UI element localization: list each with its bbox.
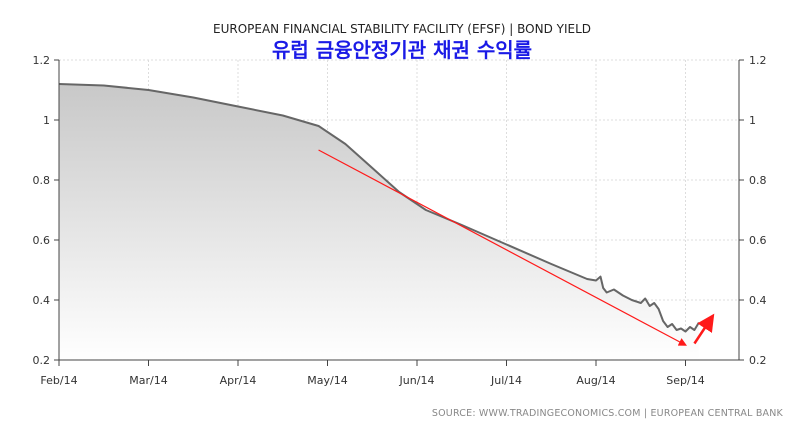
y-axis-left-labels: 0.2 0.4 0.6 0.8 1 1.2 [33,54,51,367]
series-line [58,83,700,333]
x-tick-label: Sep/14 [666,374,704,387]
x-tick-label: Aug/14 [576,374,615,387]
source-note: SOURCE: WWW.TRADINGECONOMICS.COM | EUROP… [432,408,784,419]
trend-arrows [318,149,715,346]
y-tick-label-left: 0.2 [33,354,51,367]
y-tick-label-right: 0.6 [749,234,767,247]
y-tick-label-left: 1 [43,114,50,127]
x-tick-label: Jun/14 [399,374,435,387]
x-tick-label: Jul/14 [490,374,522,387]
trend-arrow [693,313,715,345]
x-axis-labels: Feb/14 Mar/14 Apr/14 May/14 Jun/14 Jul/14 Aug/… [40,374,704,387]
y-tick-label-left: 0.6 [33,234,51,247]
area-fill [59,84,699,360]
y-tick-label-left: 0.4 [33,294,51,307]
x-tick-label: Feb/14 [40,374,77,387]
trend-arrow [318,149,687,346]
axes [54,59,744,366]
x-tick-label: Mar/14 [129,374,167,387]
plot-area [58,83,700,360]
korean-overlay-title: 유럽 금융안정기관 채권 수익률 [272,38,532,62]
y-tick-label-right: 0.2 [749,354,767,367]
y-tick-label-right: 0.4 [749,294,767,307]
x-tick-label: Apr/14 [220,374,257,387]
x-tick-label: May/14 [307,374,347,387]
y-tick-label-left: 0.8 [33,174,51,187]
chart-title: EUROPEAN FINANCIAL STABILITY FACILITY (E… [213,22,591,36]
y-tick-label-left: 1.2 [33,54,51,67]
y-tick-label-right: 0.8 [749,174,767,187]
y-tick-label-right: 1 [749,114,756,127]
y-axis-right-labels: 0.2 0.4 0.6 0.8 1 1.2 [749,54,767,367]
y-tick-label-right: 1.2 [749,54,767,67]
